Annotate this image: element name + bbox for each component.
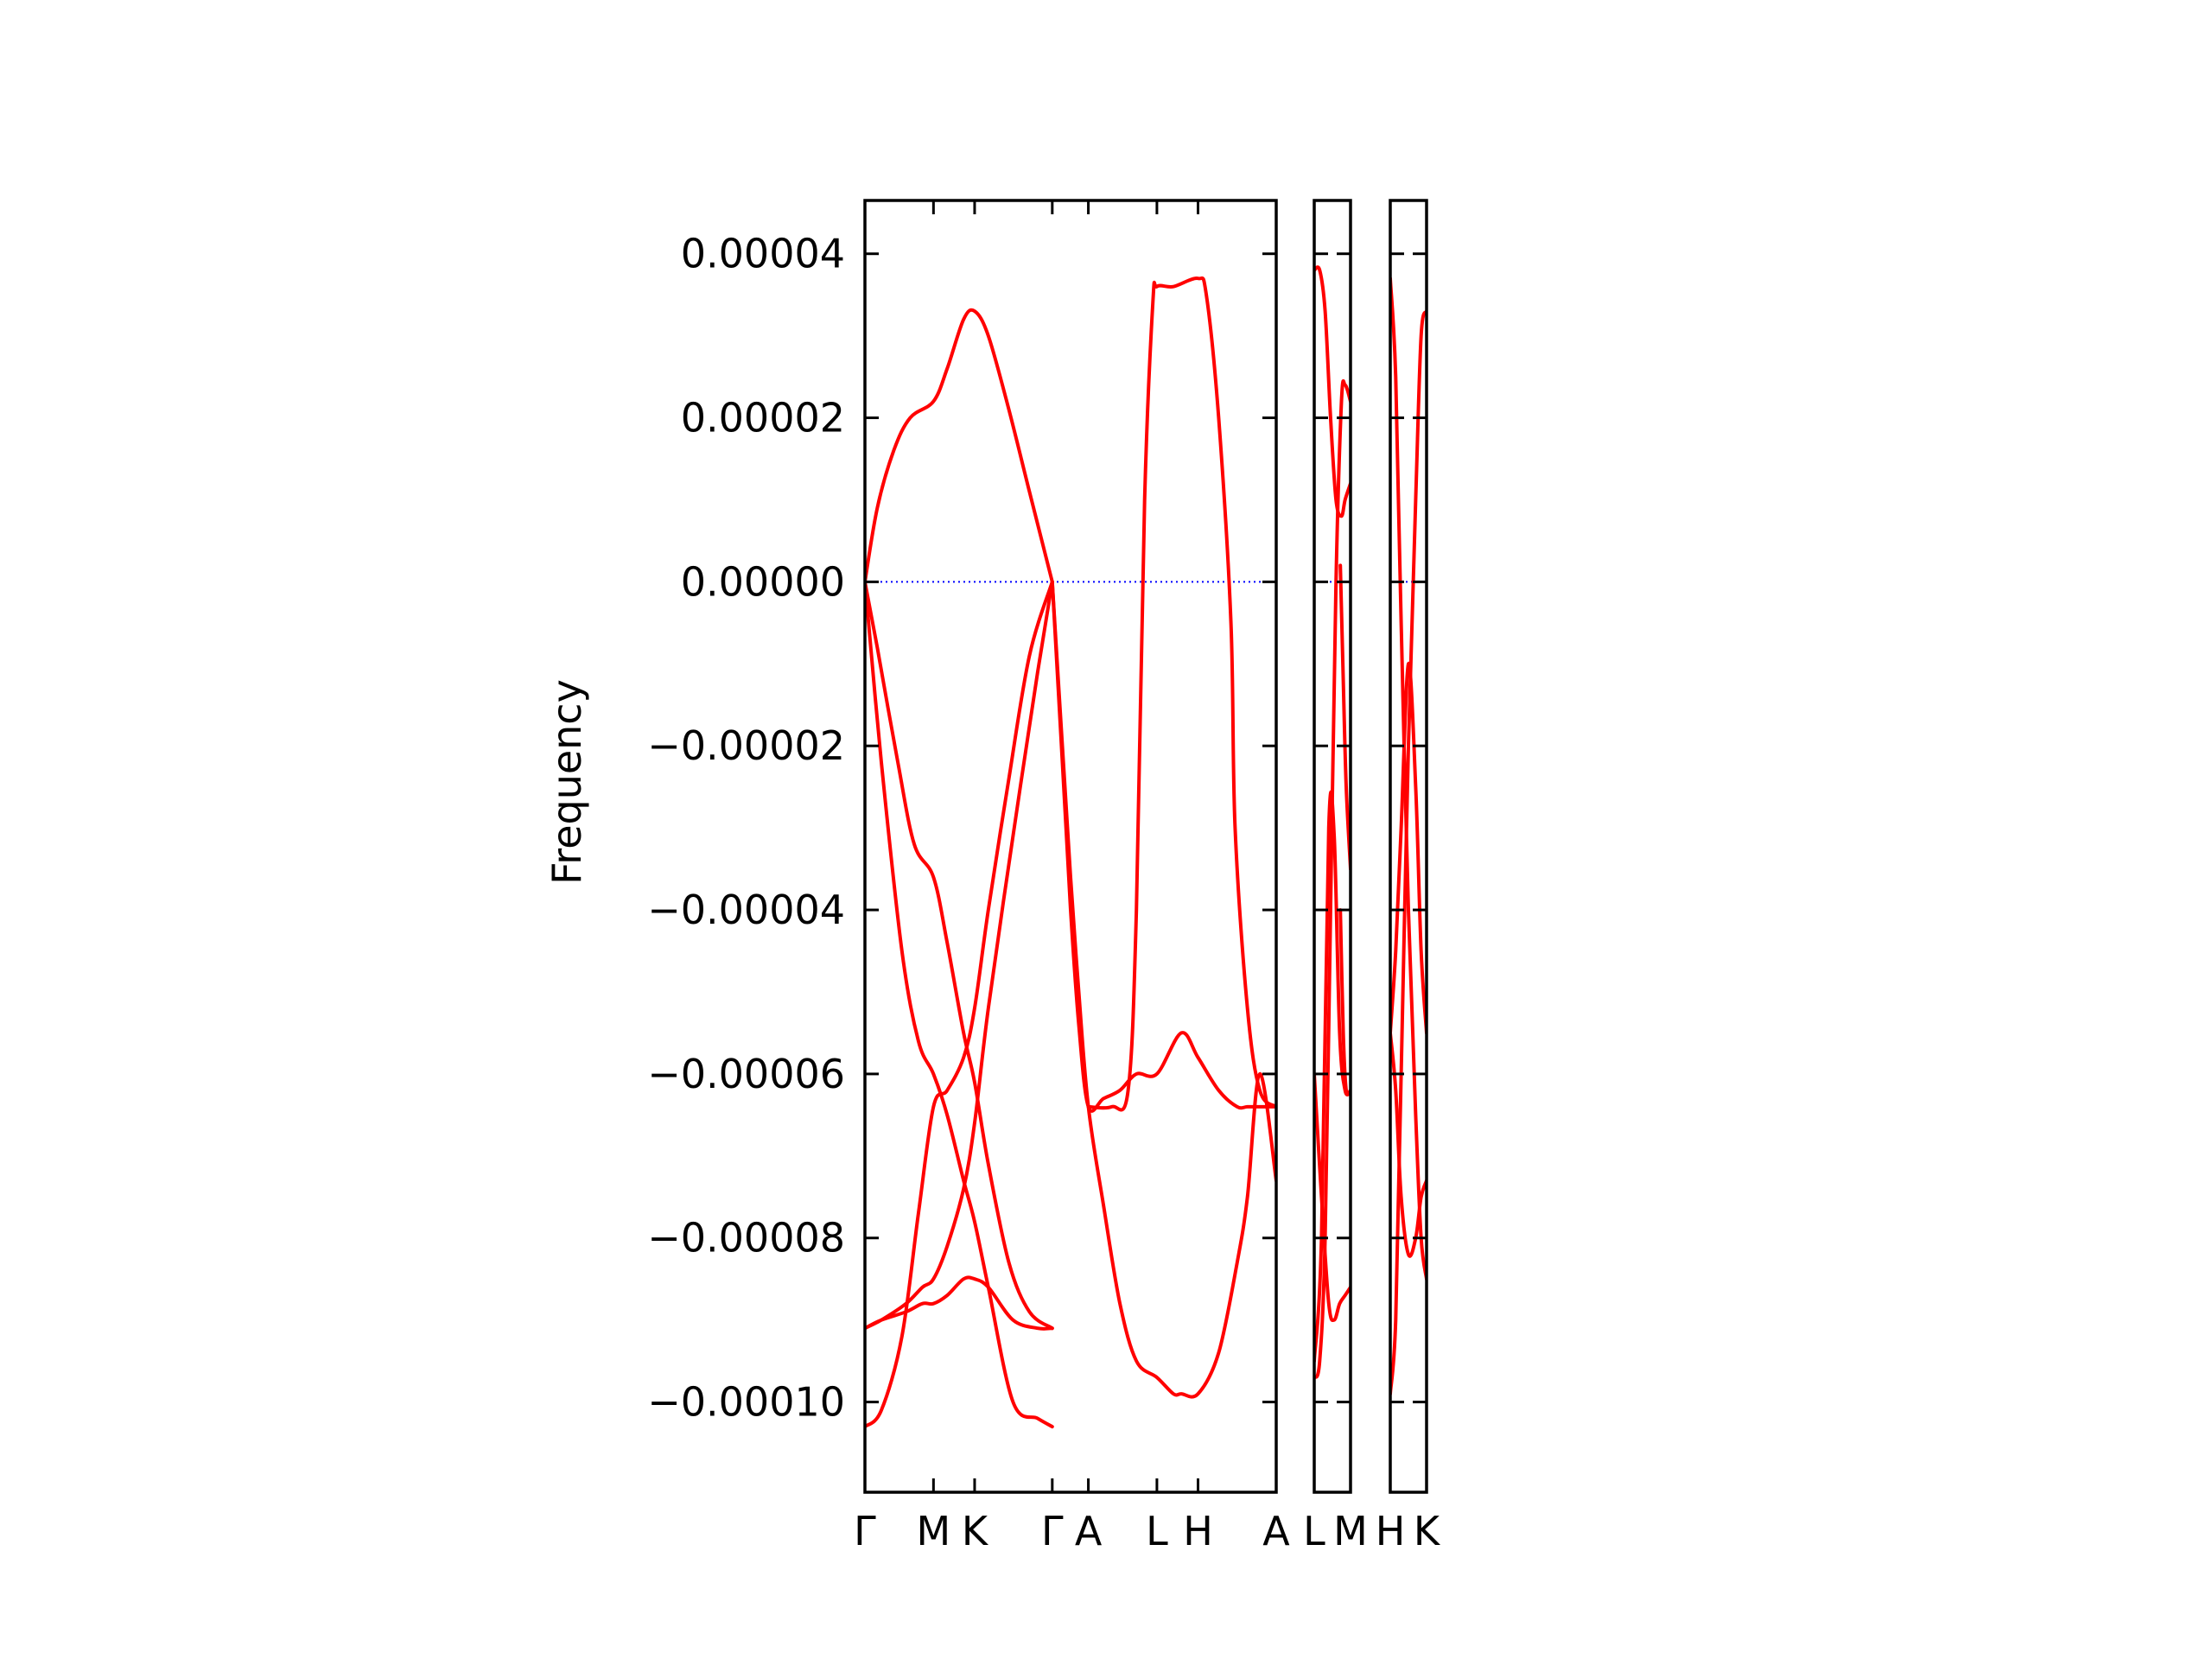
x-tick-label: K: [1414, 1508, 1441, 1554]
y-tick-label: −0.00010: [647, 1379, 845, 1426]
band-line-panel1-9: [1086, 276, 1276, 1112]
panel-frame-3: [1389, 199, 1428, 1494]
band-line-panel1-7: [1050, 580, 1276, 1399]
x-tick-label: L: [1303, 1508, 1325, 1554]
band-line-panel1-1: [865, 308, 1054, 584]
y-tick-label: −0.00006: [647, 1051, 845, 1097]
x-tick-label: Γ: [1041, 1508, 1064, 1554]
band-line-panel2-1: [1314, 378, 1351, 1380]
x-tick-label: H: [1376, 1508, 1406, 1554]
band-line-panel1-6: [865, 580, 1054, 1429]
series-lines: [865, 265, 1427, 1429]
x-tick-label: Γ: [854, 1508, 876, 1554]
x-tick-label: A: [1262, 1508, 1290, 1554]
y-tick-label: 0.00000: [681, 558, 845, 605]
x-tick-label: K: [962, 1508, 989, 1554]
y-tick-label: −0.00008: [647, 1215, 845, 1262]
y-tick-label: −0.00004: [647, 887, 845, 933]
band-line-panel2-4: [1314, 1071, 1351, 1323]
x-tick-label: H: [1183, 1508, 1213, 1554]
y-tick-label: 0.00004: [681, 231, 845, 277]
band-line-panel1-3: [865, 580, 1054, 1429]
band-line-panel2-6: [1338, 908, 1351, 1096]
panel-frame-2: [1313, 199, 1352, 1494]
band-line-panel3-4: [1390, 662, 1427, 1035]
axes: [863, 199, 1428, 1494]
band-line-panel2-2: [1314, 265, 1351, 518]
y-tick-label: 0.00002: [681, 395, 845, 442]
x-tick-label: A: [1075, 1508, 1103, 1554]
y-tick-label: −0.00002: [647, 722, 845, 769]
band-line-panel2-5: [1338, 563, 1351, 871]
x-tick-label: L: [1146, 1508, 1168, 1554]
band-line-panel1-4: [865, 580, 1054, 1331]
band-line-panel1-2: [865, 580, 1054, 1331]
band-line-panel1-8: [1050, 580, 1276, 1113]
y-axis-label: Frequency: [543, 679, 590, 885]
x-tick-label: M: [1333, 1508, 1368, 1554]
band-line-panel3-2: [1390, 309, 1427, 1396]
band-line-panel3-3: [1390, 1031, 1427, 1258]
x-tick-label: M: [916, 1508, 950, 1554]
panel-frame-1: [863, 199, 1278, 1494]
y-ticks: 0.00004 0.00002 0.00000 −0.00002 −0.00004 −0.…: [647, 231, 1427, 1426]
